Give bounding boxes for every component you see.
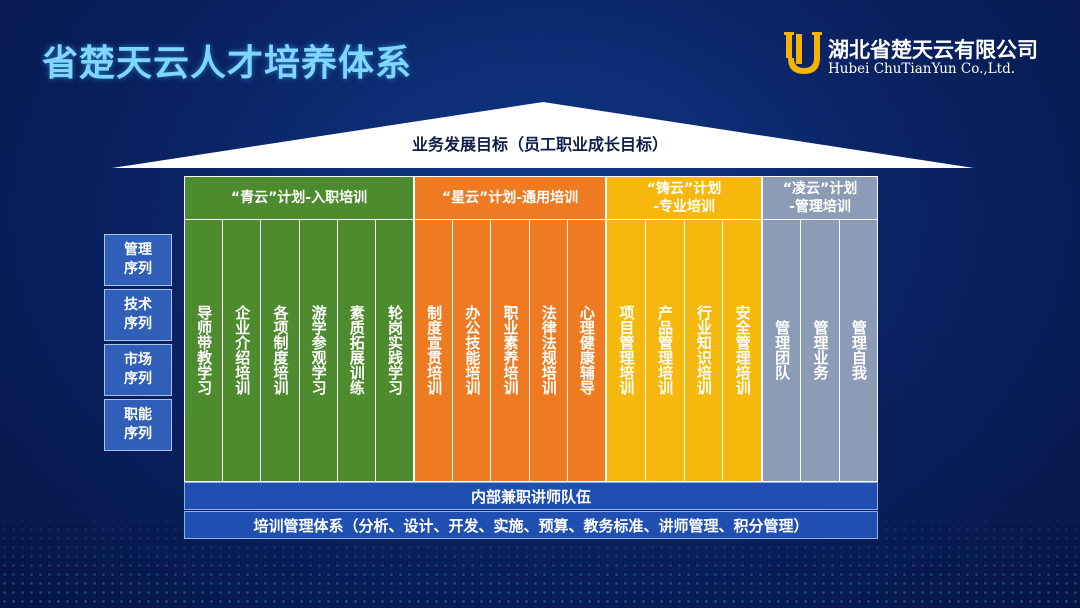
course-item: 轮岗实践学习 <box>385 305 404 395</box>
course-item: 职业素养培训 <box>491 219 530 481</box>
plan-xingyun: “星云”计划-通用培训 制度宣贯培训 办公技能培训 职业素养培训 法律法规培训 … <box>414 176 606 482</box>
page-title: 省楚天云人才培养体系 <box>42 43 413 84</box>
course-item: 管理自我 <box>849 320 868 380</box>
plan-lingyun-head: “凌云”计划 -管理培训 <box>763 177 877 220</box>
course-item: 管理业务 <box>801 219 840 481</box>
company-logo-icon <box>784 32 822 74</box>
side-item-label: 市场序列 <box>124 352 152 387</box>
plan-zhuyun: “铸云”计划 -专业培训 项目管理培训 产品管理培训 行业知识培训 安全管理培训 <box>606 176 762 482</box>
roof-label: 业务发展目标（员工职业成长目标） <box>411 135 668 154</box>
course-item: 法律法规培训 <box>530 219 568 481</box>
plan-zhuyun-head-line2: -专业培训 <box>653 199 715 215</box>
plan-xingyun-head: “星云”计划-通用培训 <box>415 177 605 220</box>
company-logo: 湖北省楚天云有限公司 Hubei ChuTianYun Co.,Ltd. <box>784 30 1044 82</box>
plan-zhuyun-head: “铸云”计划 -专业培训 <box>607 177 761 220</box>
plan-zhuyun-head-line1: “铸云”计划 <box>646 181 722 197</box>
course-item: 办公技能培训 <box>453 219 492 481</box>
course-item: 游学参观学习 <box>300 219 338 481</box>
side-sequence-list: 管理序列 技术序列 市场序列 职能序列 <box>104 234 172 454</box>
course-item: 管理团队 <box>763 219 802 481</box>
course-item: 各项制度培训 <box>261 219 300 481</box>
plan-lingyun-head-line1: “凌云”计划 <box>782 181 858 197</box>
course-item: 企业介绍培训 <box>223 219 262 481</box>
training-system-bar: 培训管理体系（分析、设计、开发、实施、预算、教务标准、讲师管理、积分管理） <box>184 511 878 539</box>
side-item-market: 市场序列 <box>104 344 172 396</box>
course-item: 素质拓展训练 <box>338 219 376 481</box>
plan-lingyun: “凌云”计划 -管理培训 管理团队 管理业务 管理自我 <box>762 176 878 482</box>
company-name-en: Hubei ChuTianYun Co.,Ltd. <box>828 61 1016 77</box>
course-item: 心理健康辅导 <box>577 305 596 395</box>
course-item: 产品管理培训 <box>646 219 685 481</box>
company-name-cn: 湖北省楚天云有限公司 <box>828 38 1038 62</box>
trainer-team-bar: 内部兼职讲师队伍 <box>184 482 878 510</box>
side-item-label: 管理序列 <box>124 242 152 277</box>
side-item-label: 职能序列 <box>124 407 152 442</box>
course-item: 行业知识培训 <box>685 219 724 481</box>
side-item-technical: 技术序列 <box>104 289 172 341</box>
course-item: 安全管理培训 <box>733 305 752 395</box>
plan-qingyun-head: “青云”计划-入职培训 <box>185 177 413 220</box>
plan-qingyun: “青云”计划-入职培训 导师带教学习 企业介绍培训 各项制度培训 游学参观学习 … <box>184 176 414 482</box>
course-item: 项目管理培训 <box>607 219 646 481</box>
course-item: 制度宣贯培训 <box>415 219 454 481</box>
roof-shape <box>112 102 974 168</box>
side-item-management: 管理序列 <box>104 234 172 286</box>
side-item-function: 职能序列 <box>104 399 172 451</box>
plan-lingyun-head-line2: -管理培训 <box>789 199 851 215</box>
side-item-label: 技术序列 <box>124 297 152 332</box>
course-item: 导师带教学习 <box>185 219 224 481</box>
